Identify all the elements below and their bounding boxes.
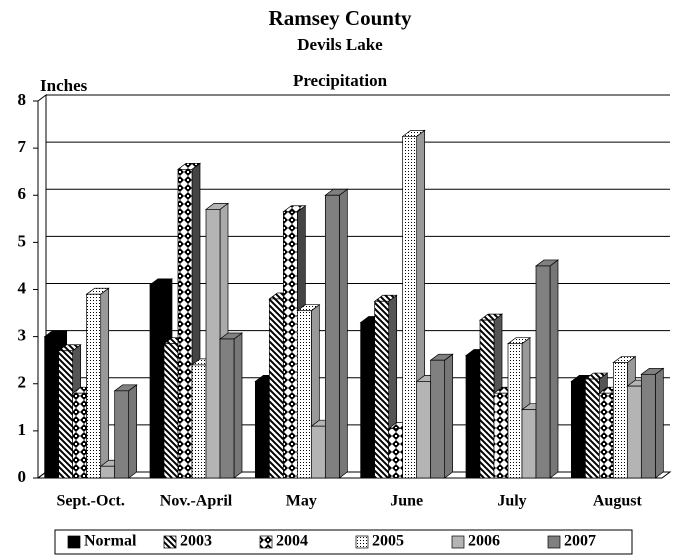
bar xyxy=(191,364,207,479)
y-tick-label: 1 xyxy=(18,420,27,439)
bar xyxy=(430,359,446,479)
bar xyxy=(282,211,298,479)
bar xyxy=(205,209,221,479)
bar xyxy=(416,381,432,479)
bar xyxy=(388,428,404,479)
legend-label: Normal xyxy=(84,533,137,550)
bar xyxy=(296,310,312,479)
bar xyxy=(493,392,509,479)
bar xyxy=(310,425,326,479)
bar xyxy=(584,378,600,479)
legend-swatch xyxy=(355,535,369,549)
bar-side xyxy=(338,188,348,479)
legend-label: 2004 xyxy=(276,533,308,550)
bar xyxy=(100,465,116,479)
y-tick-label: 8 xyxy=(18,90,27,109)
x-tick-label: Nov.-April xyxy=(160,493,233,510)
bar xyxy=(465,355,481,479)
legend-label: 2007 xyxy=(564,533,596,550)
bar xyxy=(402,135,418,479)
y-axis-label: Inches xyxy=(40,76,88,95)
y-tick-label: 0 xyxy=(18,467,27,486)
bar xyxy=(479,319,495,479)
bar xyxy=(219,338,235,479)
legend-label: 2006 xyxy=(468,533,500,550)
y-tick-label: 5 xyxy=(18,231,27,250)
y-tick-label: 7 xyxy=(18,137,27,156)
legend-swatch xyxy=(163,535,177,549)
bar-side xyxy=(100,287,110,479)
legend-swatch xyxy=(259,535,273,549)
bar xyxy=(254,381,270,479)
bar xyxy=(535,265,551,479)
x-tick-label: Sept.-Oct. xyxy=(56,493,124,510)
chart-subtitle: Devils Lake xyxy=(297,35,383,54)
bar xyxy=(507,343,523,479)
x-tick-label: July xyxy=(497,493,526,510)
bar xyxy=(324,194,340,479)
bar-side xyxy=(444,353,454,479)
bar-side xyxy=(128,384,138,479)
bar xyxy=(86,293,102,479)
bar xyxy=(149,284,165,479)
legend-swatch xyxy=(67,535,81,549)
bar xyxy=(58,350,74,479)
x-tick-label: August xyxy=(593,493,643,510)
bar xyxy=(640,373,656,479)
bar xyxy=(268,298,284,479)
legend-swatch xyxy=(547,535,561,549)
legend-label: 2005 xyxy=(372,533,404,550)
bar xyxy=(626,385,642,479)
bar xyxy=(598,392,614,479)
bar xyxy=(612,362,628,479)
legend-box xyxy=(54,529,633,555)
bar xyxy=(521,409,537,479)
legend-label: 2003 xyxy=(180,533,212,550)
bar xyxy=(570,381,586,479)
y-tick-label: 4 xyxy=(18,278,27,297)
bar xyxy=(72,392,88,479)
bar xyxy=(44,336,60,479)
bar xyxy=(114,390,130,479)
annotation: Precipitation xyxy=(293,71,388,90)
y-tick-label: 6 xyxy=(18,184,27,203)
bar-side xyxy=(654,367,664,479)
x-tick-label: May xyxy=(286,493,317,510)
y-tick-label: 2 xyxy=(18,373,27,392)
x-tick-label: June xyxy=(390,493,423,510)
bar-side xyxy=(549,259,559,479)
bar xyxy=(374,300,390,479)
chart-title: Ramsey County xyxy=(269,6,412,30)
y-tick-label: 3 xyxy=(18,326,27,345)
bar xyxy=(360,322,376,479)
bar xyxy=(177,168,193,479)
bar xyxy=(163,343,179,479)
legend-swatch xyxy=(451,535,465,549)
bar-side xyxy=(233,332,243,479)
